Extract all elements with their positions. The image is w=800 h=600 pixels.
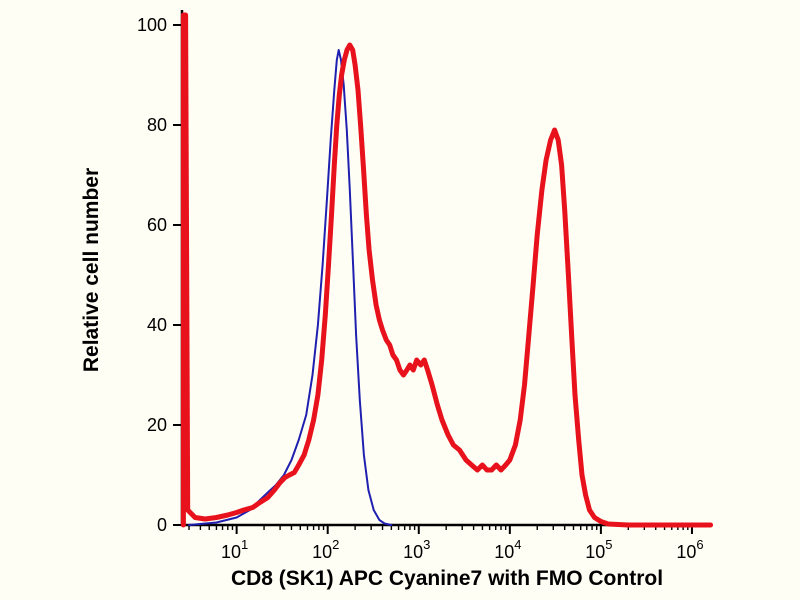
- curve-cd8-apc-cy7: [180, 12, 714, 528]
- x-tick-label: 103: [403, 537, 430, 562]
- y-tick-label: 100: [137, 15, 167, 35]
- axes: 0 20 40 60 80 100 101 102 103 104 105 106: [137, 10, 712, 562]
- y-tick-label: 0: [157, 515, 167, 535]
- x-tick-label: 101: [221, 537, 248, 562]
- y-axis-label: Relative cell number: [80, 168, 103, 372]
- x-tick-label: 105: [585, 537, 612, 562]
- x-axis-label: CD8 (SK1) APC Cyanine7 with FMO Control: [231, 567, 663, 590]
- y-tick-label: 20: [147, 415, 167, 435]
- x-tick-label: 102: [312, 537, 339, 562]
- curve-fmo-control: [188, 49, 393, 526]
- y-tick-label: 80: [147, 115, 167, 135]
- axis-lines: [180, 10, 712, 527]
- curves: [180, 12, 714, 528]
- x-tick-label: 104: [494, 537, 521, 562]
- y-tick-label: 40: [147, 315, 167, 335]
- y-tick-label: 60: [147, 215, 167, 235]
- x-tick-label: 106: [676, 537, 703, 562]
